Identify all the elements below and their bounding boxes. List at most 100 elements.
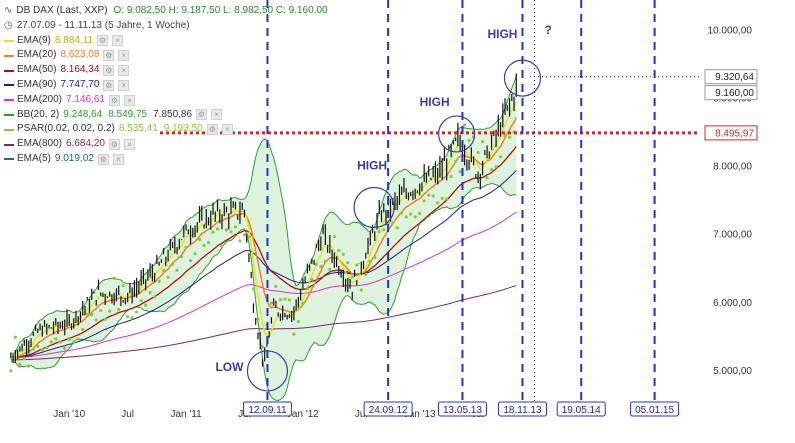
psar-dot — [117, 308, 121, 312]
psar-dot — [211, 230, 215, 234]
legend-name: EMA(90) — [17, 78, 57, 90]
psar-dot — [112, 276, 116, 280]
psar-dot — [498, 155, 503, 159]
close-icon[interactable]: × — [118, 65, 130, 77]
annotation-circle — [503, 59, 542, 97]
legend-swatch — [4, 39, 14, 42]
legend-item[interactable]: EMA(20) 8.623,08 ⚙ × — [4, 48, 328, 63]
y-tick-label: 5.000,00 — [713, 366, 752, 377]
close-icon[interactable]: × — [123, 139, 135, 151]
settings-icon[interactable]: ⚙ — [103, 50, 115, 62]
date-marker-label[interactable]: 13.05.13 — [437, 401, 487, 417]
psar-dot — [170, 262, 175, 266]
settings-icon[interactable]: ⚙ — [108, 139, 120, 151]
legend-name: PSAR(0.02, 0.02, 0.2) — [17, 123, 115, 135]
psar-dot — [350, 275, 354, 279]
psar-dot — [220, 244, 224, 248]
close-icon[interactable]: × — [112, 153, 124, 165]
psar-dot — [161, 268, 166, 272]
psar-dot — [22, 356, 26, 361]
price-label-box — [704, 69, 758, 85]
settings-icon[interactable]: ⚙ — [196, 109, 208, 121]
psar-dot — [99, 308, 103, 313]
date-marker-label[interactable]: 18.11.13 — [497, 401, 547, 417]
legend-item[interactable]: EMA(5) 9.019,02 ⚙ × — [4, 152, 328, 167]
psar-dot — [310, 277, 314, 282]
legend-value: 8.535,41 — [118, 123, 158, 135]
legend-swatch — [4, 99, 14, 102]
settings-icon[interactable]: ⚙ — [97, 153, 109, 165]
settings-icon[interactable]: ⚙ — [108, 94, 120, 106]
legend-item[interactable]: EMA(9) 8.884,11 ⚙ × — [4, 34, 328, 49]
psar-dot — [144, 303, 148, 307]
psar-dot — [13, 335, 17, 339]
psar-dot — [507, 135, 512, 140]
settings-icon[interactable]: ⚙ — [97, 35, 109, 47]
psar-dot — [63, 346, 67, 351]
close-icon[interactable]: × — [118, 50, 130, 62]
legend-item[interactable]: PSAR(0.02, 0.02, 0.2) 8.535,41 9.193,50 ⚙ × — [4, 122, 328, 137]
psar-dot — [391, 221, 395, 225]
close-icon[interactable]: × — [118, 79, 130, 91]
legend-swatch — [4, 69, 14, 72]
date-marker-label[interactable]: 12.09.11 — [242, 401, 292, 417]
legend-item[interactable]: EMA(800) 6.684,20 ⚙ × — [4, 137, 328, 152]
psar-dot — [373, 255, 377, 260]
price-label: 9.320,64 — [704, 69, 758, 85]
psar-dot — [197, 238, 202, 242]
date-marker-text: 13.05.13 — [443, 405, 482, 416]
clock-icon: ◷ — [4, 19, 13, 31]
psar-dot — [292, 332, 296, 336]
psar-dot — [305, 287, 309, 291]
psar-dot — [458, 170, 462, 174]
date-marker-label[interactable]: 05.01.15 — [630, 401, 680, 417]
legend-swatch — [4, 54, 14, 57]
psar-dot — [49, 340, 53, 344]
legend-value: 6.684,20 — [66, 138, 105, 150]
ema90-line — [10, 170, 517, 358]
date-marker-label[interactable]: 19.05.14 — [556, 401, 606, 417]
psar-dot — [256, 317, 260, 321]
close-icon[interactable]: × — [112, 35, 124, 47]
settings-icon[interactable]: ⚙ — [103, 79, 115, 91]
date-marker-text: 05.01.15 — [635, 405, 674, 416]
close-icon[interactable]: × — [123, 94, 135, 106]
legend-item[interactable]: EMA(200) 7.146,61 ⚙ × — [4, 93, 328, 108]
psar-dot — [31, 347, 35, 351]
date-marker-label[interactable]: 24.09.12 — [363, 401, 413, 417]
price-label-text: 8.495,97 — [715, 128, 754, 139]
settings-icon[interactable]: ⚙ — [206, 124, 218, 136]
psar-dot — [440, 196, 444, 200]
psar-dot — [274, 284, 278, 288]
y-tick-label: 10.000,00 — [708, 25, 753, 36]
settings-icon[interactable]: ⚙ — [103, 65, 115, 77]
legend-item[interactable]: BB(20, 2) 9.248,64 8.549,75 7.850,86 ⚙ × — [4, 108, 328, 123]
psar-dot — [382, 228, 386, 232]
price-label: 8.495,97 — [704, 125, 758, 141]
annotation-label: LOW — [215, 360, 244, 374]
psar-dot — [54, 337, 58, 341]
x-tick-label: Jan '13 — [404, 409, 436, 420]
psar-dot — [278, 298, 283, 302]
psar-dot — [126, 315, 130, 319]
bollinger-upper-line — [10, 75, 517, 354]
psar-dot — [269, 301, 274, 305]
psar-dot — [337, 248, 341, 253]
date-marker-box — [556, 401, 606, 417]
date-marker-text: 18.11.13 — [503, 405, 542, 416]
psar-dot — [260, 345, 265, 349]
x-tick-label: Jan '11 — [170, 409, 202, 420]
legend-item[interactable]: EMA(90) 7.747,70 ⚙ × — [4, 78, 328, 93]
legend-swatch — [4, 143, 14, 146]
psar-dot — [409, 212, 413, 216]
ema9-line — [10, 101, 517, 359]
psar-dot — [436, 201, 440, 205]
psar-dot — [359, 288, 363, 292]
chart-type-icon[interactable]: ∿ — [4, 5, 13, 16]
legend-item[interactable]: EMA(50) 8.164,34 ⚙ × — [4, 63, 328, 78]
date-marker-box — [497, 401, 547, 417]
close-icon[interactable]: × — [221, 124, 233, 136]
y-tick-label: 8.000,00 — [713, 162, 752, 173]
close-icon[interactable]: × — [211, 109, 223, 121]
